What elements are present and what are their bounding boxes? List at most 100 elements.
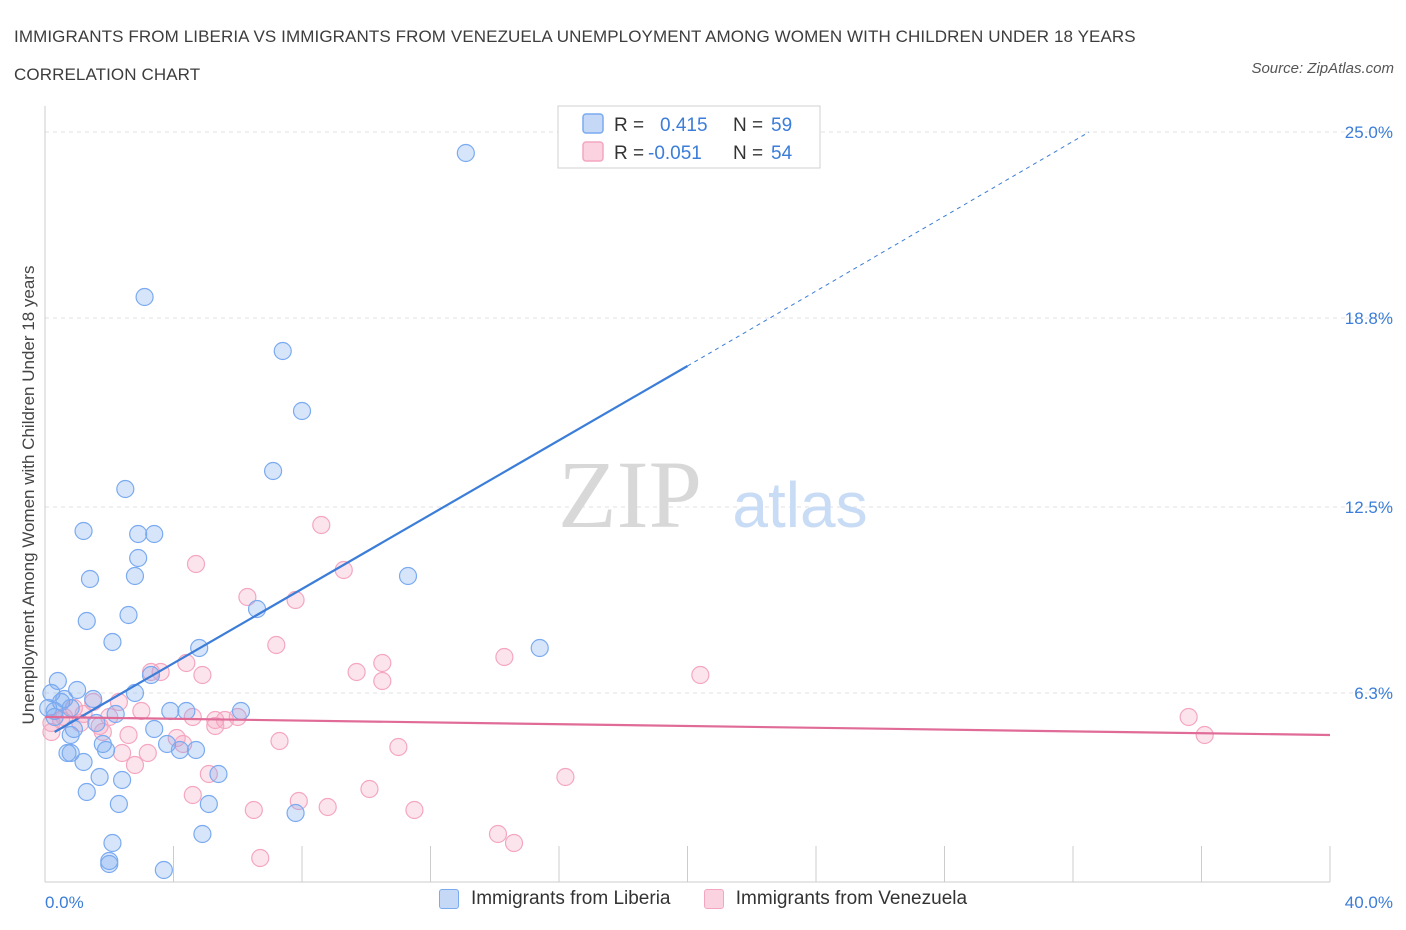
legend-n-label-liberia: N = <box>733 115 763 136</box>
venezuela-point-36 <box>270 731 289 751</box>
legend-r-value-liberia: 0.415 <box>660 115 708 136</box>
liberia-point-1 <box>135 287 154 307</box>
legend-item-liberia[interactable]: Immigrants from Liberia <box>438 888 671 910</box>
legend-n-value-liberia: 59 <box>771 115 792 136</box>
liberia-point-11 <box>125 566 145 586</box>
liberia-point-49 <box>112 770 132 790</box>
liberia-point-2 <box>273 341 292 361</box>
venezuela-point-34 <box>1195 725 1214 745</box>
y-tick-label-1: 12.5% <box>1345 498 1393 517</box>
liberia-trend-line <box>54 365 689 733</box>
liberia-point-52 <box>199 794 218 814</box>
liberia-point-15 <box>119 605 138 625</box>
series-venezuela-points <box>42 515 1214 868</box>
legend-item-venezuela[interactable]: Immigrants from Venezuela <box>703 888 968 910</box>
liberia-point-25 <box>84 689 103 709</box>
liberia-point-47 <box>90 767 109 787</box>
liberia-point-58 <box>154 860 173 880</box>
venezuela-point-25 <box>1179 707 1198 727</box>
gridlines <box>45 131 1392 694</box>
venezuela-point-45 <box>183 785 202 805</box>
venezuela-point-42 <box>199 764 218 784</box>
liberia-point-51 <box>109 794 128 814</box>
y-axis-label: Unemployment Among Women with Children U… <box>19 266 38 725</box>
venezuela-point-43 <box>556 767 575 787</box>
tick-labels: 6.3% 12.5% 18.8% 25.0% 0.0% 40.0% <box>45 123 1393 912</box>
venezuela-point-5 <box>267 635 286 655</box>
venezuela-point-41 <box>125 755 145 775</box>
chart-title: IMMIGRANTS FROM LIBERIA VS IMMIGRANTS FR… <box>14 27 1136 84</box>
legend-swatch-liberia <box>582 113 604 134</box>
liberia-point-44 <box>170 740 190 760</box>
y-tick-label-3: 25.0% <box>1345 123 1393 142</box>
venezuela-point-48 <box>244 800 263 820</box>
venezuela-point-0 <box>312 515 331 535</box>
venezuela-point-13 <box>193 665 212 685</box>
liberia-point-46 <box>74 752 93 772</box>
venezuela-point-14 <box>373 671 392 691</box>
legend-swatch-liberia-bottom <box>438 889 459 909</box>
liberia-trend-extension <box>687 131 1090 367</box>
venezuela-point-6 <box>495 647 514 667</box>
venezuela-point-44 <box>360 779 379 799</box>
watermark-atlas: atlas <box>732 469 867 541</box>
liberia-point-57 <box>100 854 119 874</box>
liberia-point-33 <box>231 701 251 721</box>
axes <box>44 106 1331 883</box>
liberia-point-38 <box>61 725 80 745</box>
liberia-point-41 <box>96 740 116 760</box>
legend-label-venezuela: Immigrants from Venezuela <box>735 888 968 909</box>
liberia-point-22 <box>125 683 145 703</box>
liberia-point-12 <box>398 566 418 586</box>
liberia-point-3 <box>292 401 312 421</box>
venezuela-point-40 <box>138 743 157 763</box>
liberia-point-30 <box>106 704 125 724</box>
legend-n-label-venezuela: N = <box>733 143 763 164</box>
venezuela-point-18 <box>132 701 151 721</box>
liberia-point-54 <box>193 824 212 844</box>
venezuela-point-11 <box>347 662 366 682</box>
liberia-point-10 <box>80 569 100 589</box>
venezuela-point-50 <box>488 824 508 844</box>
watermark: ZIP atlas <box>558 441 868 548</box>
venezuela-point-33 <box>119 725 138 745</box>
liberia-point-48 <box>209 764 228 784</box>
liberia-point-37 <box>145 719 164 739</box>
liberia-point-45 <box>61 743 80 763</box>
venezuela-point-46 <box>289 791 308 811</box>
liberia-point-14 <box>77 611 96 631</box>
legend-label-liberia: Immigrants from Liberia <box>470 888 671 909</box>
liberia-point-0 <box>456 143 475 163</box>
venezuela-point-52 <box>251 848 270 868</box>
liberia-point-9 <box>129 548 148 568</box>
liberia-point-55 <box>103 833 122 853</box>
liberia-point-21 <box>68 680 87 700</box>
venezuela-point-47 <box>318 797 337 817</box>
liberia-point-16 <box>103 632 122 652</box>
liberia-point-32 <box>177 701 196 721</box>
legend-r-value-venezuela: -0.051 <box>648 143 702 164</box>
venezuela-point-32 <box>42 722 61 742</box>
trend-lines <box>44 131 1331 737</box>
venezuela-point-49 <box>405 800 424 820</box>
x-tick-label-min: 0.0% <box>45 893 84 912</box>
stats-legend: R = 0.415 N = 59 R = -0.051 N = 54 <box>557 105 821 169</box>
liberia-point-18 <box>530 638 549 658</box>
venezuela-point-7 <box>373 653 392 673</box>
liberia-point-42 <box>186 740 206 760</box>
legend-r-label-venezuela: R = <box>614 143 644 164</box>
y-tick-label-2: 18.8% <box>1345 309 1393 328</box>
venezuela-trend-line <box>44 715 1331 737</box>
venezuela-point-4 <box>286 590 305 610</box>
liberia-point-50 <box>77 782 96 802</box>
liberia-point-53 <box>286 803 305 823</box>
venezuela-point-3 <box>238 587 257 607</box>
liberia-point-5 <box>116 479 135 499</box>
venezuela-point-30 <box>206 716 225 736</box>
liberia-point-6 <box>74 521 93 541</box>
legend-r-label-liberia: R = <box>614 115 644 136</box>
legend-n-value-venezuela: 54 <box>771 143 793 164</box>
liberia-point-7 <box>129 524 148 544</box>
liberia-point-8 <box>145 524 164 544</box>
